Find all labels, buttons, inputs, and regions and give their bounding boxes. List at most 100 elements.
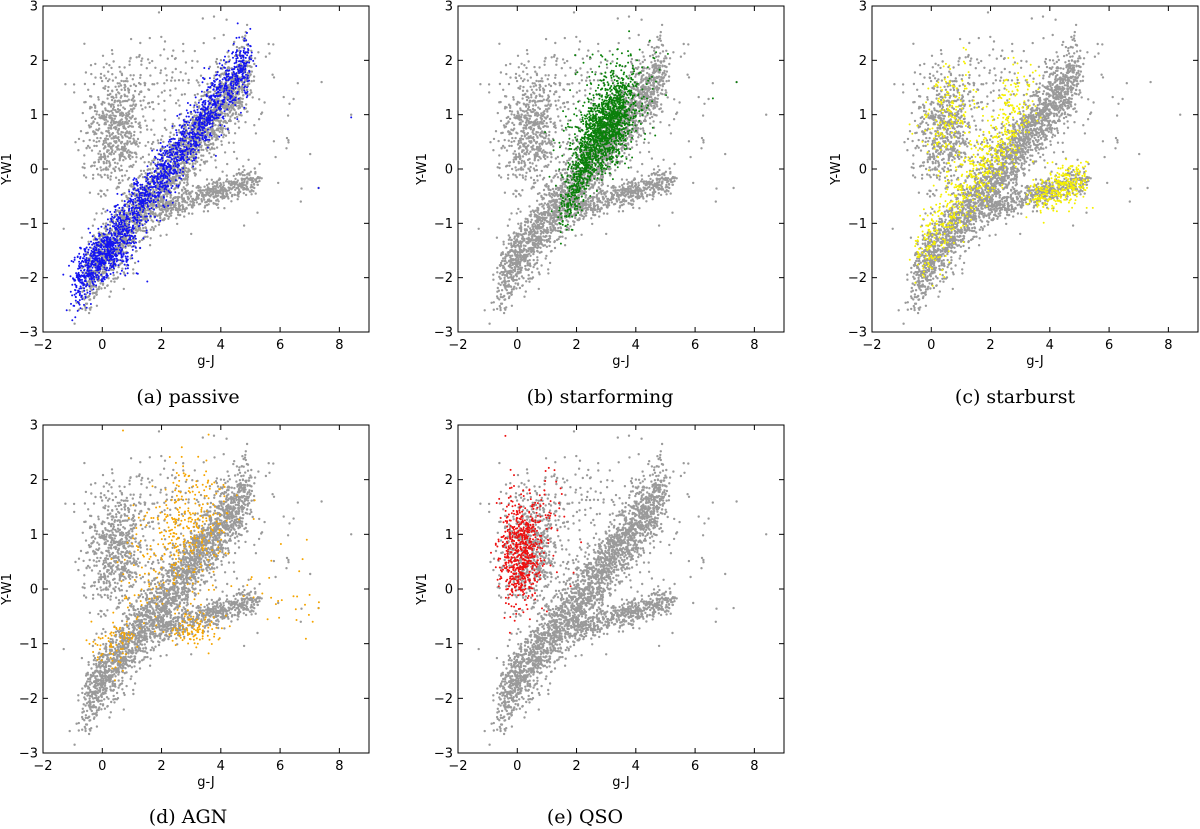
x-axis-label: g-J xyxy=(197,775,215,790)
x-tick-label: −2 xyxy=(862,338,881,353)
panel-caption: (d) AGN xyxy=(149,806,228,828)
y-axis-label: Y-W1 xyxy=(415,153,430,186)
x-tick-label: 6 xyxy=(691,338,699,353)
y-axis-label: Y-W1 xyxy=(415,573,430,606)
scatter-points xyxy=(477,430,768,746)
y-tick-label: 0 xyxy=(30,163,38,178)
y-tick-label: −2 xyxy=(19,692,38,707)
x-tick-label: −2 xyxy=(33,759,52,774)
y-tick-label: −3 xyxy=(19,747,38,762)
x-tick-label: 6 xyxy=(276,759,284,774)
x-tick-label: 6 xyxy=(691,759,699,774)
y-tick-label: −3 xyxy=(434,326,453,341)
y-tick-label: −3 xyxy=(848,326,867,341)
y-tick-label: 2 xyxy=(30,54,38,69)
y-tick-label: −2 xyxy=(434,692,453,707)
x-tick-label: 8 xyxy=(335,759,343,774)
panel-caption: (b) starforming xyxy=(527,386,674,408)
x-tick-label: 8 xyxy=(750,759,758,774)
series-starburst-points xyxy=(908,46,1094,287)
y-tick-label: −3 xyxy=(19,326,38,341)
y-tick-label: −2 xyxy=(848,271,867,286)
y-tick-label: −1 xyxy=(434,637,453,652)
y-tick-label: 2 xyxy=(859,54,867,69)
x-tick-label: 2 xyxy=(986,338,994,353)
scatter-points xyxy=(62,429,353,746)
x-tick-label: −2 xyxy=(448,759,467,774)
x-tick-label: 0 xyxy=(98,338,106,353)
plot-frame xyxy=(871,5,1199,333)
x-tick-label: 2 xyxy=(572,338,580,353)
x-axis-label: g-J xyxy=(612,354,630,369)
y-tick-label: −3 xyxy=(434,747,453,762)
x-axis-label: g-J xyxy=(1026,354,1044,369)
y-tick-label: 0 xyxy=(445,583,453,598)
x-tick-label: 8 xyxy=(750,338,758,353)
y-tick-label: 3 xyxy=(445,419,453,434)
x-tick-label: 4 xyxy=(632,759,640,774)
y-tick-label: 0 xyxy=(30,583,38,598)
series-background-points xyxy=(62,430,353,746)
y-tick-label: 1 xyxy=(30,108,38,123)
series-background-points xyxy=(477,11,768,325)
plot-frame xyxy=(42,424,370,754)
scatter-points xyxy=(891,11,1182,325)
scatter-points xyxy=(477,11,768,325)
x-tick-label: −2 xyxy=(33,338,52,353)
series-passive-points xyxy=(62,22,353,322)
plot-frame xyxy=(457,5,785,333)
series-background-points xyxy=(891,11,1182,325)
y-tick-label: 3 xyxy=(30,419,38,434)
y-tick-label: −1 xyxy=(434,217,453,232)
x-tick-label: 8 xyxy=(1164,338,1172,353)
y-tick-label: 2 xyxy=(30,473,38,488)
y-tick-label: 2 xyxy=(445,54,453,69)
y-tick-label: −1 xyxy=(848,217,867,232)
y-tick-label: −2 xyxy=(19,271,38,286)
y-tick-label: 3 xyxy=(30,0,38,15)
scatter-points xyxy=(62,11,353,325)
x-tick-label: −2 xyxy=(448,338,467,353)
x-tick-label: 8 xyxy=(335,338,343,353)
panel-caption: (c) starburst xyxy=(955,386,1076,408)
series-background-points xyxy=(477,430,768,746)
plot-frame xyxy=(42,5,370,333)
y-tick-label: 3 xyxy=(859,0,867,15)
x-tick-label: 2 xyxy=(157,338,165,353)
x-tick-label: 6 xyxy=(1105,338,1113,353)
y-tick-label: −1 xyxy=(19,217,38,232)
x-tick-label: 2 xyxy=(572,759,580,774)
panel-caption: (a) passive xyxy=(136,386,239,408)
series-agn-points xyxy=(85,429,320,682)
x-tick-label: 4 xyxy=(217,338,225,353)
y-tick-label: 1 xyxy=(445,528,453,543)
x-tick-label: 0 xyxy=(513,338,521,353)
x-axis-label: g-J xyxy=(612,775,630,790)
x-tick-label: 4 xyxy=(1046,338,1054,353)
y-tick-label: −1 xyxy=(19,637,38,652)
x-tick-label: 4 xyxy=(632,338,640,353)
y-tick-label: −2 xyxy=(434,271,453,286)
x-tick-label: 0 xyxy=(513,759,521,774)
x-tick-label: 6 xyxy=(276,338,284,353)
x-tick-label: 4 xyxy=(217,759,225,774)
panel-caption: (e) QSO xyxy=(547,806,623,828)
y-axis-label: Y-W1 xyxy=(0,573,15,606)
y-tick-label: 1 xyxy=(445,108,453,123)
y-tick-label: 0 xyxy=(445,163,453,178)
x-tick-label: 0 xyxy=(927,338,935,353)
y-axis-label: Y-W1 xyxy=(0,153,15,186)
x-tick-label: 0 xyxy=(98,759,106,774)
series-qso-points xyxy=(490,434,583,634)
x-tick-label: 2 xyxy=(157,759,165,774)
y-axis-label: Y-W1 xyxy=(829,153,844,186)
y-tick-label: 1 xyxy=(859,108,867,123)
series-starforming-points xyxy=(544,30,738,245)
y-tick-label: 1 xyxy=(30,528,38,543)
